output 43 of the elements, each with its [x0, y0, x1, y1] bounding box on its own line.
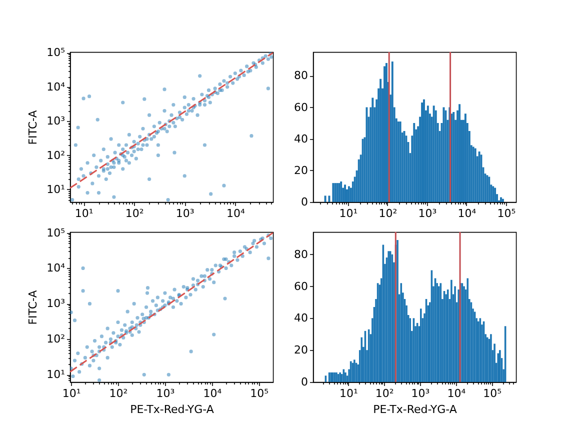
x-tick-label: 10²: [125, 207, 144, 220]
x-tick-label: 10⁴: [226, 207, 246, 220]
x-tick-label: 10³: [176, 207, 194, 220]
y-tick-label: 10³: [46, 114, 65, 128]
y-tick-label: 10⁵: [46, 226, 65, 240]
y-tick-label: 10³: [46, 297, 65, 310]
x-tick-label: 10²: [375, 387, 394, 400]
y-tick-label: 10¹: [46, 368, 65, 382]
x-tick-label: 10⁵: [497, 207, 516, 220]
y-tick-label: 80: [294, 69, 308, 82]
y-tick-label: 0: [301, 376, 308, 388]
y-tick-label: 10¹: [46, 182, 65, 196]
x-tick-label: 10³: [156, 387, 175, 400]
x-axis-title: PE-Tx-Red-YG-A: [130, 403, 214, 416]
y-tick-label: 20: [294, 164, 308, 177]
x-tick-label: 10²: [378, 207, 398, 220]
y-tick-label: 20: [294, 344, 308, 357]
y-tick-label: 10²: [46, 332, 65, 346]
x-tick-label: 10⁴: [447, 387, 466, 400]
x-tick-label: 10⁴: [458, 207, 477, 220]
x-tick-label: 10¹: [339, 207, 358, 220]
x-tick-label: 10²: [109, 387, 128, 400]
y-tick-label: 10⁴: [46, 262, 66, 275]
y-tick-label: 60: [294, 100, 308, 114]
x-tick-label: 10⁵: [483, 387, 502, 400]
x-tick-label: 10¹: [339, 387, 358, 400]
y-tick-label: 10²: [46, 148, 65, 162]
y-tick-label: 10⁴: [46, 80, 66, 94]
y-tick-label: 10⁵: [46, 46, 65, 60]
x-tick-label: 10³: [411, 387, 430, 400]
y-tick-label: 40: [294, 312, 308, 325]
y-tick-label: 40: [294, 132, 308, 146]
x-tick-label: 10¹: [62, 387, 81, 400]
x-tick-label: 10³: [418, 207, 437, 220]
y-tick-label: 80: [294, 248, 308, 261]
x-tick-label: 10¹: [74, 207, 94, 220]
x-tick-label: 10⁴: [203, 387, 222, 400]
x-tick-label: 10⁵: [250, 387, 269, 400]
y-axis-title: FITC-A: [26, 290, 40, 325]
y-tick-label: 60: [294, 280, 308, 293]
y-axis-title: FITC-A: [26, 110, 40, 145]
x-axis-title: PE-Tx-Red-YG-A: [373, 403, 458, 416]
y-tick-label: 0: [301, 196, 308, 208]
